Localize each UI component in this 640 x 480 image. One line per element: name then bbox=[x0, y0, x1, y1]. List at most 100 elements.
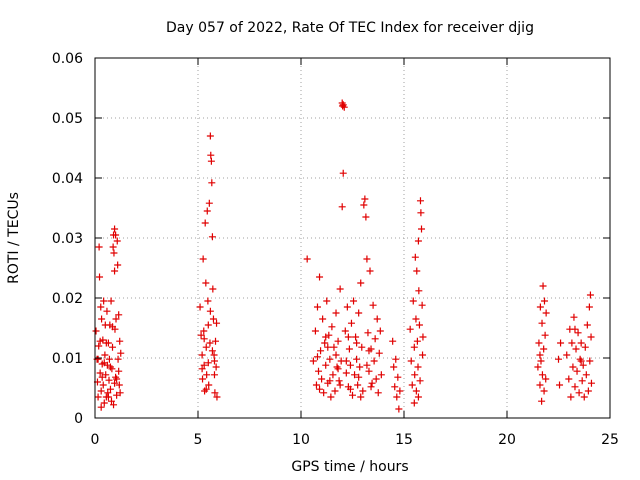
x-tick-label: 5 bbox=[194, 432, 203, 448]
data-point bbox=[390, 363, 398, 371]
data-point bbox=[355, 373, 363, 381]
data-point bbox=[316, 273, 324, 281]
data-point bbox=[339, 169, 347, 177]
data-point bbox=[333, 363, 341, 371]
data-point bbox=[96, 337, 104, 345]
data-point bbox=[105, 355, 113, 363]
x-tick-label: 20 bbox=[498, 432, 516, 448]
data-point bbox=[104, 389, 112, 397]
data-point bbox=[200, 361, 208, 369]
data-point bbox=[357, 279, 365, 287]
data-point bbox=[95, 342, 103, 350]
data-point bbox=[99, 381, 107, 389]
data-point bbox=[115, 381, 123, 389]
data-point bbox=[563, 351, 571, 359]
data-point bbox=[356, 363, 364, 371]
data-point bbox=[204, 321, 212, 329]
data-point bbox=[96, 273, 104, 281]
data-point bbox=[359, 387, 367, 395]
data-point bbox=[213, 319, 221, 327]
data-point bbox=[410, 399, 418, 407]
data-point bbox=[407, 357, 415, 365]
data-point bbox=[393, 393, 401, 401]
data-point bbox=[389, 337, 397, 345]
data-point bbox=[208, 179, 216, 187]
data-point bbox=[197, 331, 205, 339]
data-point bbox=[328, 323, 336, 331]
data-point bbox=[326, 377, 334, 385]
data-point bbox=[113, 237, 121, 245]
data-point bbox=[317, 347, 325, 355]
data-point bbox=[568, 339, 576, 347]
data-point bbox=[210, 371, 218, 379]
data-point bbox=[332, 351, 340, 359]
data-point bbox=[571, 383, 579, 391]
y-tick-label: 0.04 bbox=[52, 171, 83, 187]
data-point bbox=[557, 339, 565, 347]
data-point bbox=[206, 307, 214, 315]
data-point bbox=[336, 285, 344, 293]
data-point bbox=[416, 197, 424, 205]
data-point bbox=[111, 267, 119, 275]
data-point bbox=[406, 325, 414, 333]
data-point bbox=[113, 391, 121, 399]
data-point bbox=[414, 363, 422, 371]
data-point bbox=[199, 255, 207, 263]
grid-lines bbox=[95, 58, 610, 418]
data-point bbox=[338, 203, 346, 211]
data-point bbox=[343, 303, 351, 311]
data-point bbox=[416, 377, 424, 385]
data-point bbox=[204, 297, 212, 305]
data-point bbox=[567, 393, 575, 401]
data-point bbox=[313, 353, 321, 361]
data-point bbox=[363, 255, 371, 263]
data-point bbox=[335, 377, 343, 385]
data-point bbox=[110, 249, 118, 257]
data-point bbox=[198, 365, 206, 373]
data-point bbox=[536, 381, 544, 389]
data-point bbox=[573, 367, 581, 375]
data-point bbox=[109, 243, 117, 251]
data-point bbox=[109, 323, 117, 331]
data-point bbox=[311, 327, 319, 335]
data-point bbox=[206, 132, 214, 140]
data-point bbox=[208, 347, 216, 355]
data-point bbox=[395, 405, 403, 413]
data-point bbox=[349, 391, 356, 399]
data-point bbox=[571, 325, 579, 333]
data-point bbox=[569, 363, 577, 371]
data-point bbox=[396, 387, 404, 395]
chart-title: Day 057 of 2022, Rate Of TEC Index for r… bbox=[166, 20, 534, 36]
x-axis-label: GPS time / hours bbox=[291, 459, 408, 475]
data-point bbox=[105, 376, 113, 384]
data-point bbox=[342, 357, 350, 365]
data-point bbox=[409, 297, 417, 305]
data-point bbox=[202, 385, 210, 393]
x-tick-label: 0 bbox=[91, 432, 100, 448]
data-point bbox=[370, 357, 378, 365]
data-point bbox=[213, 393, 221, 401]
data-point bbox=[113, 375, 121, 383]
data-point bbox=[96, 369, 104, 377]
data-point bbox=[208, 233, 216, 241]
data-point bbox=[536, 351, 544, 359]
data-point bbox=[111, 225, 119, 233]
x-axis: 0 5 10 15 20 25 bbox=[91, 58, 619, 448]
data-point bbox=[345, 345, 353, 353]
data-point bbox=[538, 319, 546, 327]
data-point bbox=[316, 385, 324, 393]
data-point bbox=[540, 297, 548, 305]
data-point bbox=[577, 339, 585, 347]
data-point bbox=[575, 389, 583, 397]
data-point bbox=[200, 327, 208, 335]
data-point bbox=[211, 389, 219, 397]
data-point bbox=[112, 315, 120, 323]
data-point bbox=[412, 387, 420, 395]
data-point bbox=[320, 389, 328, 397]
data-point bbox=[375, 349, 383, 357]
data-point bbox=[329, 371, 337, 379]
data-point bbox=[112, 373, 120, 381]
data-point bbox=[106, 385, 114, 393]
data-point bbox=[116, 389, 124, 397]
data-point bbox=[199, 375, 207, 383]
